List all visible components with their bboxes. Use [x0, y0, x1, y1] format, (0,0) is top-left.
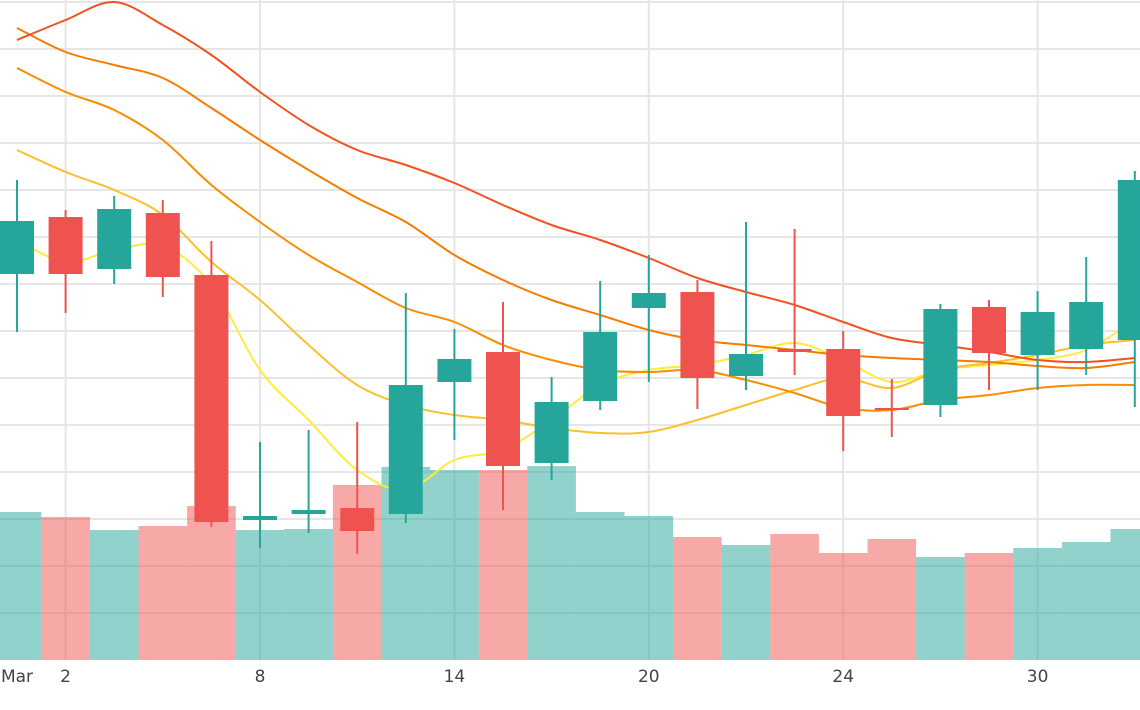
candle-body [437, 359, 472, 382]
x-tick-label: 8 [255, 667, 266, 687]
candle-body [48, 217, 83, 274]
candle-body [1020, 312, 1055, 355]
volume-bar [89, 530, 139, 660]
x-axis: Mar 2 8 14 20 24 30 [1, 667, 1048, 687]
volume-bar [1061, 542, 1111, 660]
volume-bar [818, 553, 868, 660]
volume-bar [964, 553, 1014, 660]
x-tick-label: 14 [444, 667, 466, 687]
volume-bars [0, 466, 1140, 660]
candle-body [826, 349, 861, 416]
candle-body [534, 402, 569, 463]
volume-bar [430, 470, 479, 660]
candle-body [243, 516, 277, 520]
volume-bar [575, 512, 625, 660]
volume-bar [1013, 548, 1062, 660]
x-tick-label: 20 [638, 667, 660, 687]
volume-bar [624, 516, 674, 660]
volume-bar [1110, 529, 1140, 660]
volume-bar [0, 512, 42, 660]
x-tick-label: 30 [1027, 667, 1049, 687]
volume-bar [41, 517, 90, 660]
x-tick-label: 2 [60, 667, 71, 687]
candle-body [1117, 180, 1140, 340]
candle-body [923, 309, 958, 405]
volume-bar [673, 537, 722, 660]
candle-body [972, 307, 1006, 353]
candle-body [194, 275, 229, 522]
candle-body [340, 508, 375, 531]
volume-bar [187, 506, 236, 660]
x-tick-label: 24 [832, 667, 854, 687]
candle-body [486, 352, 520, 466]
volume-bar [721, 545, 771, 660]
candles [0, 171, 1140, 554]
volume-bar [916, 557, 965, 660]
candle-body [145, 213, 180, 277]
volume-bar [867, 539, 917, 660]
candle-body [874, 408, 909, 410]
candle-body [777, 349, 812, 352]
candle-body [583, 332, 618, 401]
candle-body [680, 292, 715, 378]
volume-bar [284, 529, 333, 660]
x-tick-label: Mar [1, 667, 33, 687]
volume-bar [235, 530, 285, 660]
candle-body [291, 510, 326, 514]
candle-body [729, 354, 763, 376]
candle-body [97, 209, 132, 269]
candle-body [631, 293, 666, 308]
candle-body [1069, 302, 1104, 349]
candle-body [0, 221, 34, 274]
volume-bar [527, 466, 576, 660]
candle-body [388, 385, 423, 514]
volume-bar [138, 526, 188, 660]
volume-bar [770, 534, 819, 660]
